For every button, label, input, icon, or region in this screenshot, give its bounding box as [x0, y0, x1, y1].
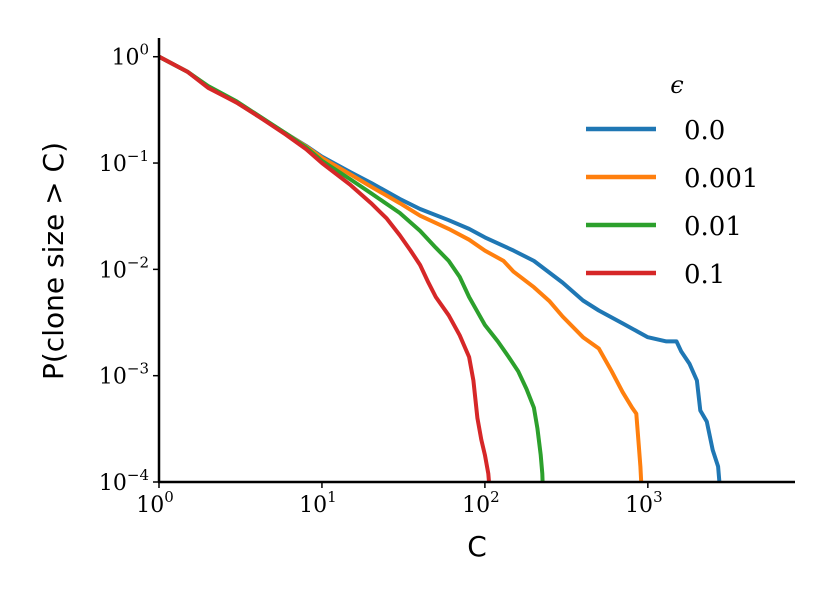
series-line-3 [158, 54, 491, 483]
series-line-1 [158, 54, 644, 483]
x-tick-label-3: 103 [625, 488, 663, 518]
y-tick-label-0: 100 [111, 41, 149, 71]
x-tick-label-2: 102 [462, 488, 500, 518]
legend-label-3: 0.1 [684, 260, 725, 290]
legend: ϵ 0.0 0.001 0.01 0.1 [586, 71, 758, 290]
legend-label-1: 0.001 [684, 164, 758, 194]
y-ticks: 100 10−1 10−2 10−3 10−4 [99, 41, 159, 496]
y-tick-label-1: 10−1 [99, 147, 149, 177]
legend-title: ϵ [670, 71, 683, 99]
legend-items: 0.0 0.001 0.01 0.1 [586, 116, 758, 290]
x-tick-label-1: 101 [299, 488, 337, 518]
legend-label-2: 0.01 [684, 212, 742, 242]
y-tick-label-2: 10−2 [99, 253, 149, 283]
y-tick-label-4: 10−4 [99, 466, 149, 496]
x-tick-label-0: 100 [136, 488, 174, 518]
y-tick-label-3: 10−3 [99, 360, 149, 390]
x-ticks: 100 101 102 103 [136, 482, 663, 518]
x-axis-label: C [467, 530, 487, 563]
y-axis-label: P(clone size > C) [37, 142, 70, 380]
legend-label-0: 0.0 [684, 116, 725, 146]
series-layer [158, 54, 722, 483]
series-line-2 [158, 54, 545, 483]
plot-area: 100 101 102 103 100 10−1 10−2 10−3 10−4 [99, 38, 795, 518]
